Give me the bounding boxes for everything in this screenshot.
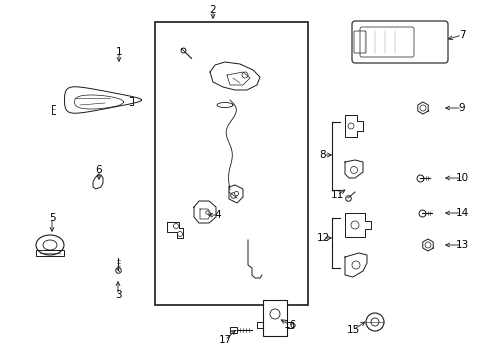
Bar [263,300,286,336]
Text: 12: 12 [316,233,329,243]
Text: 9: 9 [458,103,465,113]
Text: 7: 7 [458,30,465,40]
Text: 10: 10 [454,173,468,183]
Polygon shape [345,115,362,137]
Text: 8: 8 [319,150,325,160]
Bar [155,22,307,305]
Polygon shape [345,253,366,277]
Text: 11: 11 [330,190,343,200]
Text: 3: 3 [115,290,121,300]
Polygon shape [194,201,216,223]
Text: 4: 4 [214,210,221,220]
FancyBboxPatch shape [351,21,447,63]
Polygon shape [345,160,362,178]
Text: 6: 6 [96,165,102,175]
Text: 5: 5 [49,213,55,223]
Text: 15: 15 [346,325,359,335]
Text: 16: 16 [283,320,296,330]
Text: 17: 17 [218,335,231,345]
Polygon shape [422,239,432,251]
Polygon shape [345,213,370,237]
Text: 1: 1 [116,47,122,57]
Text: 13: 13 [454,240,468,250]
Bar [229,327,237,333]
Text: 14: 14 [454,208,468,218]
Text: 2: 2 [209,5,216,15]
Bar [36,250,64,256]
Polygon shape [417,102,427,114]
